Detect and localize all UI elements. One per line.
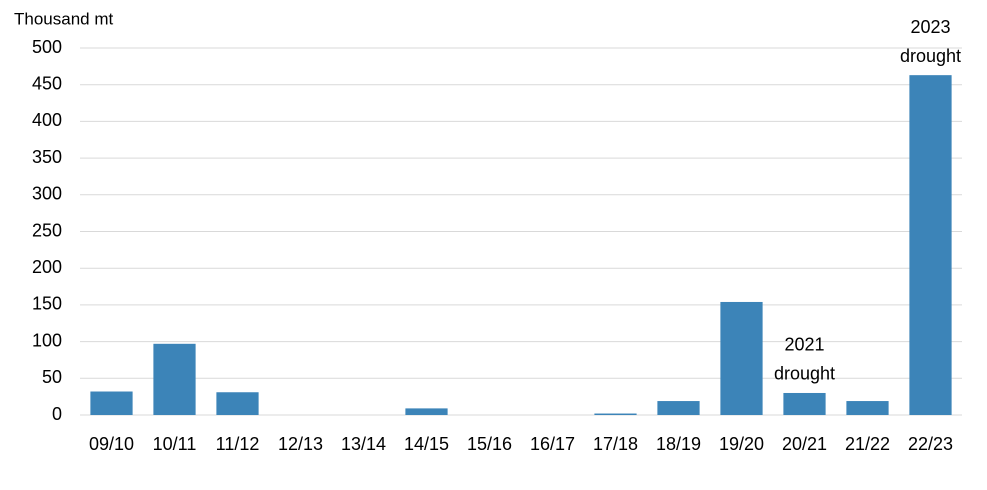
x-tick-label: 13/14 [341,434,386,454]
annotation: drought [900,46,961,66]
x-tick-label: 16/17 [530,434,575,454]
bar [720,301,763,415]
bar [216,392,259,415]
y-axis-label: Thousand mt [14,9,113,28]
x-tick-label: 10/11 [153,434,197,454]
y-tick-label: 250 [32,220,62,240]
y-tick-label: 0 [52,404,62,424]
y-tick-label: 400 [32,110,62,130]
x-tick-label: 19/20 [719,434,764,454]
y-tick-label: 450 [32,73,62,93]
annotation: 2021 [784,335,824,355]
y-tick-label: 200 [32,257,62,277]
x-tick-label: 21/22 [845,434,890,454]
x-tick-label: 22/23 [908,434,953,454]
y-tick-label: 100 [32,330,62,350]
x-tick-label: 17/18 [593,434,638,454]
bar [909,75,952,416]
x-tick-label: 15/16 [467,434,512,454]
y-tick-label: 150 [32,294,62,314]
x-tick-label: 12/13 [278,434,323,454]
bar [657,401,700,415]
y-tick-label: 350 [32,147,62,167]
x-tick-label: 18/19 [656,434,701,454]
x-tick-label: 11/12 [216,434,260,454]
y-tick-label: 300 [32,184,62,204]
bar [153,343,196,415]
y-tick-label: 500 [32,37,62,57]
x-tick-label: 14/15 [404,434,449,454]
bar [405,408,448,415]
annotation: 2023 [910,17,950,37]
bar [783,392,826,415]
bar [594,413,637,415]
x-tick-label: 20/21 [782,434,827,454]
bar [90,391,133,415]
y-tick-label: 50 [42,367,62,387]
annotation: drought [774,364,835,384]
bar [846,401,889,415]
x-tick-label: 09/10 [89,434,134,454]
